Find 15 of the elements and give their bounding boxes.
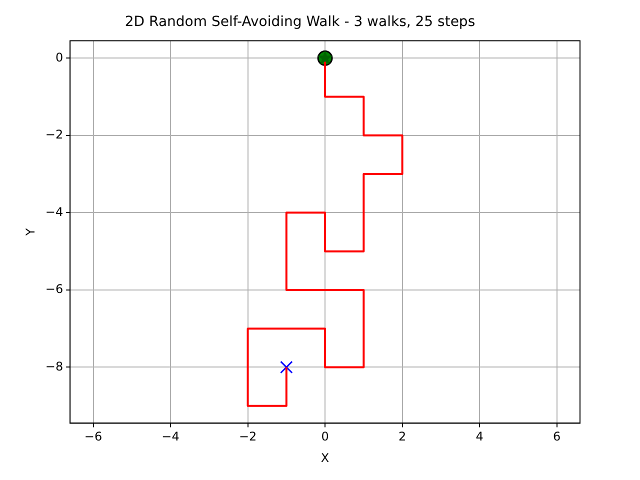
y-tick-label: 0	[55, 50, 64, 64]
x-tick-label: −4	[162, 430, 180, 444]
y-tick-label: −6	[45, 282, 64, 296]
x-tick-label: 0	[321, 430, 329, 444]
y-tick-label: −8	[45, 359, 64, 374]
x-axis-title: X	[320, 450, 330, 465]
x-tick-label: 4	[476, 430, 484, 444]
x-tick-label: 2	[398, 430, 406, 444]
y-tick-label: −2	[45, 128, 64, 142]
x-tick-label: −2	[238, 430, 257, 444]
y-tick-label: −4	[45, 204, 64, 219]
x-tick-label: 6	[553, 430, 561, 444]
chart-title: 2D Random Self-Avoiding Walk - 3 walks, 25 steps	[124, 14, 476, 30]
y-axis-title: Y	[23, 228, 38, 237]
x-tick-label: −6	[84, 430, 102, 444]
